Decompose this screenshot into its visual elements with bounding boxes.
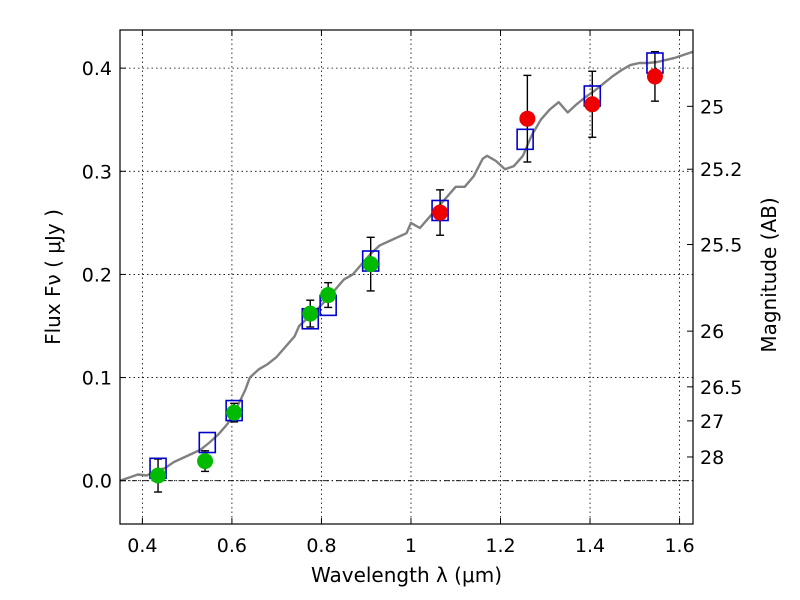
x-tick-label: 1.4 (575, 535, 605, 557)
plot-frame (119, 29, 694, 525)
observed-points (150, 68, 663, 484)
x-tick-label: 1.6 (664, 535, 694, 557)
magnitude-tick-label: 25 (700, 96, 724, 118)
observed-point (320, 287, 337, 304)
magnitude-tick-label: 25.2 (700, 159, 742, 181)
magnitude-axis-title: Magnitude (AB) (757, 197, 781, 352)
axis-ticks (120, 30, 693, 524)
observed-point (150, 467, 167, 484)
x-tick-label: 0.6 (217, 535, 247, 557)
observed-point (197, 453, 214, 470)
observed-point (584, 96, 601, 113)
y-tick-label: 0.2 (82, 264, 112, 286)
observed-point (646, 68, 663, 85)
grid-lines (120, 30, 693, 524)
observed-point (362, 256, 379, 273)
spectrum-line (119, 50, 694, 482)
spectrum-series (119, 50, 694, 482)
magnitude-tick-label: 28 (700, 447, 724, 469)
tick-labels: 0.4 0.6 0.8 1 1.2 1.4 1.6 0.0 0.1 0.2 0.3 0.4 25 25.2… (82, 58, 743, 557)
magnitude-tick-label: 27 (700, 411, 724, 433)
x-axis-title: Wavelength λ (μm) (311, 563, 502, 587)
y-tick-label: 0.3 (82, 161, 112, 183)
y-tick-label: 0.4 (82, 58, 112, 80)
x-tick-label: 1 (405, 535, 417, 557)
y-tick-label: 0.0 (82, 471, 112, 493)
observed-point (432, 204, 449, 221)
error-bars (154, 50, 659, 493)
model-photometry-square (198, 431, 217, 454)
observed-point (302, 305, 319, 322)
observed-point (226, 404, 243, 421)
y-axis-title: Flux Fν ( μJy ) (41, 209, 65, 345)
y-tick-label: 0.1 (82, 368, 112, 390)
observed-point (519, 110, 536, 127)
model-photometry-square (516, 128, 534, 151)
x-tick-label: 0.4 (127, 535, 157, 557)
x-tick-label: 0.8 (306, 535, 336, 557)
magnitude-tick-label: 25.5 (700, 235, 742, 257)
magnitude-tick-label: 26 (700, 321, 724, 343)
magnitude-tick-label: 26.5 (700, 377, 742, 399)
x-tick-label: 1.2 (485, 535, 515, 557)
